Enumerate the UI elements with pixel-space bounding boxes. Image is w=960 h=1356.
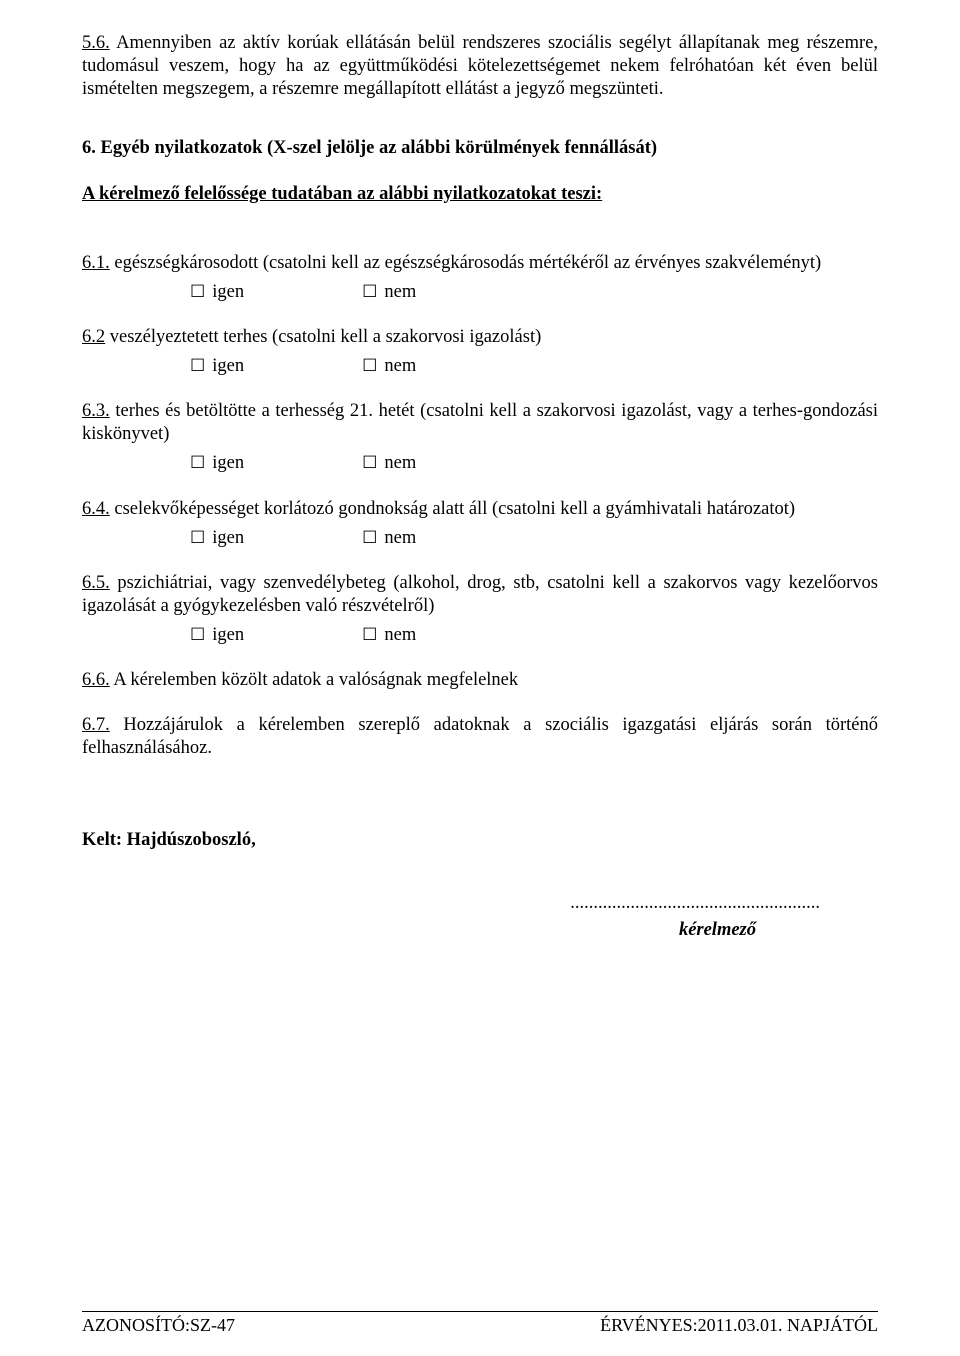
label-yes: igen	[212, 281, 244, 304]
signature-label-wrap: kérelmező	[82, 919, 878, 942]
date-place-line: Kelt: Hajdúszoboszló,	[82, 829, 878, 852]
checkbox-icon: ☐	[362, 283, 377, 300]
num-6-2: 6.2	[82, 327, 105, 347]
checkbox-icon: ☐	[190, 529, 205, 546]
label-yes: igen	[212, 452, 244, 475]
signature-line-wrap: ........................................…	[82, 892, 878, 915]
checkbox-icon: ☐	[362, 357, 377, 374]
spacer	[82, 123, 878, 137]
text-6-1: egészségkárosodott (csatolni kell az egé…	[110, 253, 821, 273]
checkbox-icon: ☐	[190, 357, 205, 374]
options-6-1: ☐ igen ☐ nem	[82, 281, 878, 304]
checkbox-icon: ☐	[362, 454, 377, 471]
options-6-2: ☐ igen ☐ nem	[82, 355, 878, 378]
text-6-4: cselekvőképességet korlátozó gondnokság …	[110, 499, 795, 519]
num-6-3: 6.3.	[82, 401, 110, 421]
spacer	[82, 783, 878, 817]
label-yes: igen	[212, 355, 244, 378]
statement-6-6: 6.6. A kérelemben közölt adatok a valósá…	[82, 669, 878, 692]
footer-row: AZONOSÍTÓ:SZ-47 ÉRVÉNYES:2011.03.01. NAP…	[82, 1314, 878, 1337]
signature-label: kérelmező	[679, 920, 756, 940]
num-6-1: 6.1.	[82, 253, 110, 273]
question-6-2: 6.2 veszélyeztetett terhes (csatolni kel…	[82, 326, 878, 349]
label-yes: igen	[212, 624, 244, 647]
checkbox-icon: ☐	[362, 626, 377, 643]
signature-line: ........................................…	[570, 893, 820, 913]
label-yes: igen	[212, 527, 244, 550]
option-yes-6-5[interactable]: ☐ igen	[190, 624, 244, 647]
checkbox-icon: ☐	[190, 283, 205, 300]
num-6-7: 6.7.	[82, 715, 110, 735]
label-no: nem	[384, 355, 416, 378]
option-yes-6-2[interactable]: ☐ igen	[190, 355, 244, 378]
option-no-6-1[interactable]: ☐ nem	[362, 281, 416, 304]
label-no: nem	[384, 624, 416, 647]
text-6-7: Hozzájárulok a kérelemben szereplő adato…	[82, 715, 878, 758]
question-6-1: 6.1. egészségkárosodott (csatolni kell a…	[82, 252, 878, 275]
num-6-5: 6.5.	[82, 573, 110, 593]
statement-6-7: 6.7. Hozzájárulok a kérelemben szereplő …	[82, 714, 878, 760]
footer-valid: ÉRVÉNYES:2011.03.01. NAPJÁTÓL	[600, 1314, 878, 1337]
question-6-5: 6.5. pszichiátriai, vagy szenvedélybeteg…	[82, 572, 878, 618]
kelt-label: Kelt: Hajdúszoboszló,	[82, 830, 256, 850]
options-6-5: ☐ igen ☐ nem	[82, 624, 878, 647]
option-yes-6-1[interactable]: ☐ igen	[190, 281, 244, 304]
footer-divider	[82, 1311, 878, 1312]
paragraph-5-6: 5.6. Amennyiben az aktív korúak ellátásá…	[82, 32, 878, 101]
option-no-6-4[interactable]: ☐ nem	[362, 527, 416, 550]
text-6-5: pszichiátriai, vagy szenvedélybeteg (alk…	[82, 573, 878, 616]
spacer	[82, 228, 878, 252]
option-no-6-5[interactable]: ☐ nem	[362, 624, 416, 647]
option-yes-6-3[interactable]: ☐ igen	[190, 452, 244, 475]
section-6-intro: A kérelmező felelőssége tudatában az alá…	[82, 183, 878, 206]
form-page: 5.6. Amennyiben az aktív korúak ellátásá…	[0, 0, 960, 1356]
option-no-6-3[interactable]: ☐ nem	[362, 452, 416, 475]
question-6-3: 6.3. terhes és betöltötte a terhesség 21…	[82, 400, 878, 446]
label-no: nem	[384, 452, 416, 475]
option-no-6-2[interactable]: ☐ nem	[362, 355, 416, 378]
label-no: nem	[384, 281, 416, 304]
checkbox-icon: ☐	[362, 529, 377, 546]
num-6-4: 6.4.	[82, 499, 110, 519]
options-6-4: ☐ igen ☐ nem	[82, 527, 878, 550]
text-5-6: Amennyiben az aktív korúak ellátásán bel…	[82, 33, 878, 99]
section-6-heading: 6. Egyéb nyilatkozatok (X-szel jelölje a…	[82, 137, 878, 160]
checkbox-icon: ☐	[190, 626, 205, 643]
options-6-3: ☐ igen ☐ nem	[82, 452, 878, 475]
question-6-4: 6.4. cselekvőképességet korlátozó gondno…	[82, 498, 878, 521]
label-no: nem	[384, 527, 416, 550]
text-6-3: terhes és betöltötte a terhesség 21. het…	[82, 401, 878, 444]
num-5-6: 5.6.	[82, 33, 110, 53]
text-6-2: veszélyeztetett terhes (csatolni kell a …	[105, 327, 541, 347]
page-footer: AZONOSÍTÓ:SZ-47 ÉRVÉNYES:2011.03.01. NAP…	[82, 1311, 878, 1337]
num-6-6: 6.6.	[82, 670, 110, 690]
text-6-6: A kérelemben közölt adatok a valóságnak …	[110, 670, 518, 690]
option-yes-6-4[interactable]: ☐ igen	[190, 527, 244, 550]
footer-id: AZONOSÍTÓ:SZ-47	[82, 1314, 235, 1337]
checkbox-icon: ☐	[190, 454, 205, 471]
